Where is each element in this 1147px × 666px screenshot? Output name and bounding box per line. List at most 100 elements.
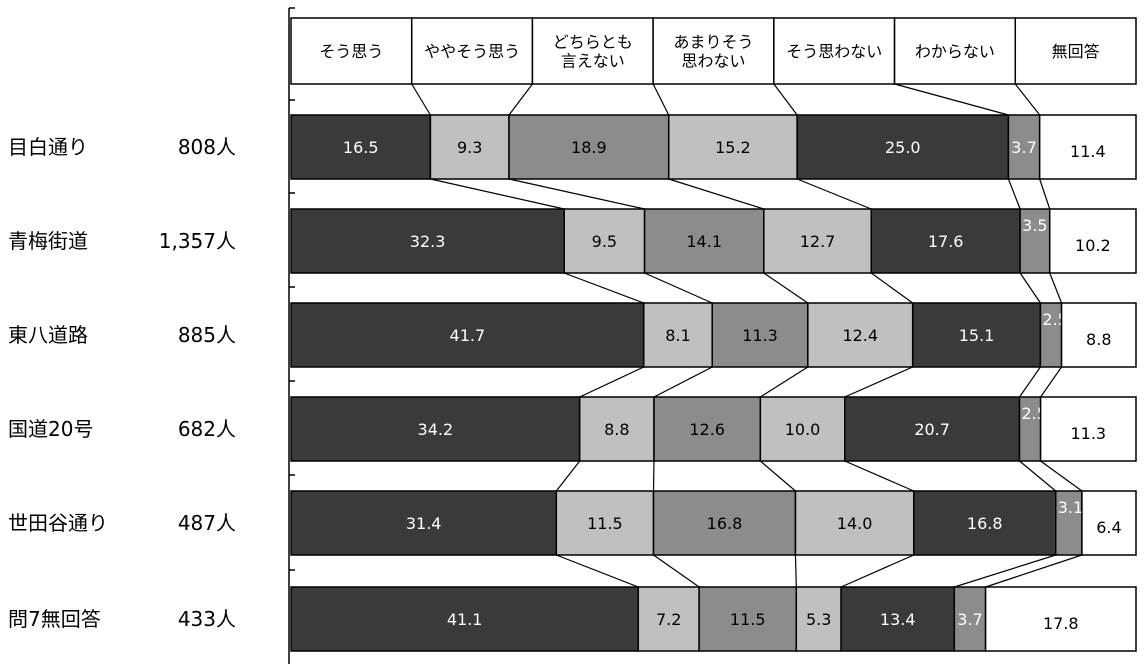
legend-box xyxy=(893,17,1017,85)
data-label: 3.1 xyxy=(1058,498,1083,517)
bar-segment xyxy=(794,490,915,556)
legend-label: 思わない xyxy=(681,52,745,71)
data-label: 12.7 xyxy=(800,232,836,251)
data-label: 10.2 xyxy=(1075,236,1111,255)
bar-segment xyxy=(290,586,640,652)
legend-label: 無回答 xyxy=(1052,42,1100,61)
data-label: 9.3 xyxy=(457,138,482,157)
bar-segment xyxy=(911,302,1042,368)
data-label: 11.4 xyxy=(1070,142,1106,161)
connector-line xyxy=(954,554,1056,588)
connector-line xyxy=(985,554,1083,588)
bar-segment xyxy=(652,490,797,556)
category-label: 東八道路 xyxy=(8,323,88,347)
data-label: 11.3 xyxy=(1070,424,1106,443)
bar-segment xyxy=(1060,302,1137,368)
data-label: 31.4 xyxy=(406,514,442,533)
bar-segment xyxy=(667,114,798,180)
data-label: 16.8 xyxy=(707,514,743,533)
category-count: 433人 xyxy=(178,607,236,631)
connector-lines xyxy=(411,83,1083,588)
legend-label: あまりそう xyxy=(673,33,753,52)
legend-label: わからない xyxy=(915,42,995,61)
bar-segment xyxy=(844,396,1021,462)
data-label: 15.1 xyxy=(959,326,995,345)
data-label: 6.4 xyxy=(1096,518,1121,537)
connector-line xyxy=(1040,366,1063,398)
legend-box xyxy=(290,17,413,85)
legend-label: ややそう思う xyxy=(424,42,520,61)
connector-line xyxy=(844,460,915,492)
connector-line xyxy=(1040,460,1083,492)
connector-line xyxy=(840,554,915,588)
bar-segment xyxy=(1039,396,1137,462)
bar-segment xyxy=(643,208,765,274)
category-count: 1,357人 xyxy=(159,229,236,253)
connector-line xyxy=(759,460,796,492)
data-label: 3.5 xyxy=(1022,216,1047,235)
data-label: 3.7 xyxy=(1011,138,1036,157)
bar-segment xyxy=(759,396,846,462)
connector-line xyxy=(773,83,798,116)
bar-segment xyxy=(290,396,581,462)
bar-segment xyxy=(290,114,432,180)
connector-line xyxy=(508,83,533,116)
bar-segment xyxy=(984,586,1137,652)
connector-line xyxy=(555,460,581,492)
data-label: 32.3 xyxy=(410,232,446,251)
category-count: 808人 xyxy=(178,135,236,159)
connector-line xyxy=(794,554,797,588)
bar-segment xyxy=(578,396,655,462)
legend-label: そう思う xyxy=(319,42,383,61)
bar-segment xyxy=(1038,114,1137,180)
connector-line xyxy=(668,178,765,210)
data-label: 14.0 xyxy=(837,514,873,533)
category-count: 682人 xyxy=(178,417,236,441)
data-label: 17.6 xyxy=(928,232,964,251)
legend-box xyxy=(1014,17,1137,85)
data-label: 11.5 xyxy=(730,610,766,629)
bar-segment xyxy=(508,114,670,180)
bar-segment xyxy=(653,396,762,462)
connector-line xyxy=(653,366,713,398)
bar-segment xyxy=(637,586,700,652)
data-label: 41.7 xyxy=(450,326,486,345)
category-label: 青梅街道 xyxy=(8,229,88,253)
connector-line xyxy=(1014,83,1041,116)
data-label: 41.1 xyxy=(447,610,483,629)
data-label: 34.2 xyxy=(418,420,454,439)
data-label: 16.8 xyxy=(967,514,1003,533)
connector-line xyxy=(1049,272,1063,304)
category-count: 885人 xyxy=(178,323,236,347)
data-label: 25.0 xyxy=(885,138,921,157)
data-label: 17.8 xyxy=(1043,614,1079,633)
connector-line xyxy=(563,272,644,304)
bar-segment xyxy=(1019,208,1051,274)
bar-segment xyxy=(290,302,645,368)
legend-box xyxy=(652,17,775,85)
data-label: 8.8 xyxy=(604,420,629,439)
connector-line xyxy=(1039,178,1051,210)
category-label: 世田谷通り xyxy=(8,511,108,535)
bar-segment xyxy=(698,586,798,652)
data-label: 8.8 xyxy=(1086,330,1111,349)
data-label: 12.6 xyxy=(689,420,725,439)
category-label: 問7無回答 xyxy=(8,607,101,631)
data-label: 9.5 xyxy=(592,232,617,251)
bar-segment xyxy=(1048,208,1137,274)
connector-line xyxy=(1007,178,1021,210)
connector-line xyxy=(894,83,1009,116)
bar-segment xyxy=(807,302,914,368)
data-label: 12.4 xyxy=(842,326,878,345)
bar-segments: 16.5 9.3 18.9 15.2 25.0 3.7 11.4 32.3 9.5 14.1 12.… xyxy=(290,114,1137,652)
data-label: 13.4 xyxy=(880,610,916,629)
legend-box xyxy=(773,17,896,85)
connector-line xyxy=(844,366,913,398)
data-label: 15.2 xyxy=(715,138,751,157)
data-label: 20.7 xyxy=(914,420,950,439)
data-label: 3.7 xyxy=(957,610,982,629)
connector-line xyxy=(579,366,644,398)
connector-line xyxy=(796,178,872,210)
